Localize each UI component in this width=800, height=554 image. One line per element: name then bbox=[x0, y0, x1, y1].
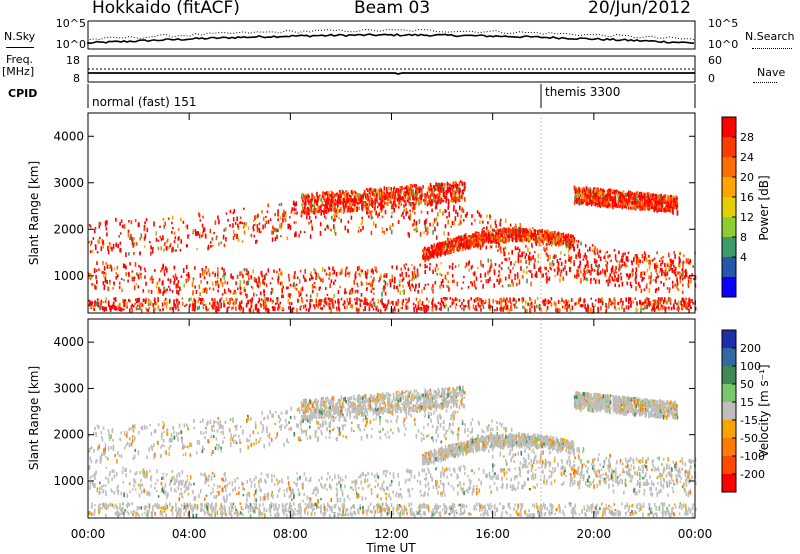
colorbar-tick-label: 4 bbox=[740, 251, 747, 264]
nsearch-label: N.Search bbox=[745, 30, 795, 43]
colorbar-swatch bbox=[722, 257, 736, 278]
nsky-strip: 10^5 10^0 10^5 10^0 bbox=[56, 17, 738, 51]
nsky-tick-bottom: 10^0 bbox=[56, 38, 86, 51]
velocity-colorbar-label: Velocity [m s⁻¹] bbox=[757, 364, 771, 457]
colorbar-swatch bbox=[722, 474, 736, 493]
colorbar-swatch bbox=[722, 277, 736, 298]
x-tick-label: 12:00 bbox=[374, 527, 409, 541]
velocity-ylabel: Slant Range [km] bbox=[27, 366, 41, 470]
colorbar-tick-label: 20 bbox=[740, 171, 754, 184]
colorbar-swatch bbox=[722, 456, 736, 475]
colorbar-swatch bbox=[722, 177, 736, 198]
colorbar-tick-label: 16 bbox=[740, 191, 754, 204]
x-axis-label: Time UT bbox=[365, 541, 416, 554]
power-colorbar: 28 24 20 16 12 8 4 bbox=[721, 116, 754, 298]
colorbar-swatch bbox=[722, 438, 736, 457]
colorbar-swatch bbox=[722, 237, 736, 258]
colorbar-swatch bbox=[722, 157, 736, 178]
colorbar-tick-label: 15 bbox=[740, 396, 754, 409]
colorbar-tick-label: -200 bbox=[740, 468, 765, 481]
nsky-legend-line bbox=[6, 47, 34, 48]
beam-title: Beam 03 bbox=[354, 0, 431, 18]
nsearch-tick-bottom: 10^0 bbox=[708, 38, 738, 51]
freq-unit-label: [MHz] bbox=[2, 65, 35, 78]
cpid-label: CPID bbox=[8, 87, 38, 100]
y-tick-label: 2000 bbox=[53, 222, 84, 236]
colorbar-swatch bbox=[722, 384, 736, 403]
nsky-tick-top: 10^5 bbox=[56, 17, 86, 30]
x-tick-label: 08:00 bbox=[273, 527, 308, 541]
nsearch-tick-top: 10^5 bbox=[708, 17, 738, 30]
colorbar-tick-label: -100 bbox=[740, 450, 765, 463]
colorbar-tick-label: 8 bbox=[740, 231, 747, 244]
freq-tick-top: 18 bbox=[66, 54, 80, 67]
power-colorbar-label: Power [dB] bbox=[757, 175, 771, 240]
power-panel: 1000 2000 3000 4000 Slant Range [km] bbox=[27, 112, 697, 314]
nave-tick-top: 60 bbox=[708, 54, 722, 67]
freq-tick-bottom: 8 bbox=[73, 72, 80, 85]
freq-trace bbox=[88, 72, 695, 75]
colorbar-tick-label: 50 bbox=[740, 378, 754, 391]
nave-label: Nave bbox=[757, 66, 786, 79]
colorbar-swatch bbox=[722, 197, 736, 218]
colorbar-tick-label: 200 bbox=[740, 342, 761, 355]
colorbar-swatch bbox=[722, 402, 736, 421]
station-title: Hokkaido (fitACF) bbox=[92, 0, 240, 18]
velocity-colorbar: 200 100 50 15 -15 -50 -100 -200 bbox=[721, 329, 765, 493]
freq-strip: 18 8 60 0 bbox=[66, 54, 722, 85]
cpid-program-1: normal (fast) 151 bbox=[92, 95, 196, 109]
y-tick-label: 4000 bbox=[53, 335, 84, 349]
colorbar-swatch bbox=[722, 117, 736, 138]
y-tick-label: 3000 bbox=[53, 381, 84, 395]
colorbar-swatch bbox=[722, 217, 736, 238]
nsky-label: N.Sky bbox=[4, 30, 36, 43]
colorbar-tick-label: 24 bbox=[740, 151, 754, 164]
y-tick-label: 1000 bbox=[53, 269, 84, 283]
y-tick-label: 2000 bbox=[53, 428, 84, 442]
x-tick-label: 00:00 bbox=[71, 527, 106, 541]
power-ylabel: Slant Range [km] bbox=[27, 161, 41, 265]
colorbar-swatch bbox=[722, 137, 736, 158]
x-tick-label: 16:00 bbox=[475, 527, 510, 541]
colorbar-swatch bbox=[722, 330, 736, 349]
colorbar-tick-label: 100 bbox=[740, 360, 761, 373]
colorbar-swatch bbox=[722, 348, 736, 367]
colorbar-tick-label: 28 bbox=[740, 131, 754, 144]
x-tick-label: 20:00 bbox=[577, 527, 612, 541]
colorbar-tick-label: -50 bbox=[740, 432, 758, 445]
cpid-strip: normal (fast) 151 themis 3300 bbox=[87, 84, 696, 109]
x-tick-label: 00:00 bbox=[678, 527, 713, 541]
y-tick-label: 1000 bbox=[53, 474, 84, 488]
nave-tick-bottom: 0 bbox=[708, 72, 715, 85]
colorbar-tick-label: 12 bbox=[740, 211, 754, 224]
y-tick-label: 4000 bbox=[53, 129, 84, 143]
date-title: 20/Jun/2012 bbox=[588, 0, 691, 18]
colorbar-swatch bbox=[722, 420, 736, 439]
colorbar-swatch bbox=[722, 366, 736, 385]
nsearch-legend-line bbox=[752, 48, 792, 49]
x-tick-label: 04:00 bbox=[172, 527, 207, 541]
cpid-program-2: themis 3300 bbox=[545, 85, 620, 99]
velocity-panel: 1000 2000 3000 4000 00:00 04:00 08:00 12:00 16:0… bbox=[27, 113, 712, 554]
freq-label: Freq. bbox=[6, 53, 34, 66]
nave-legend-line bbox=[753, 82, 777, 83]
colorbar-tick-label: -15 bbox=[740, 414, 758, 427]
y-tick-label: 3000 bbox=[53, 176, 84, 190]
